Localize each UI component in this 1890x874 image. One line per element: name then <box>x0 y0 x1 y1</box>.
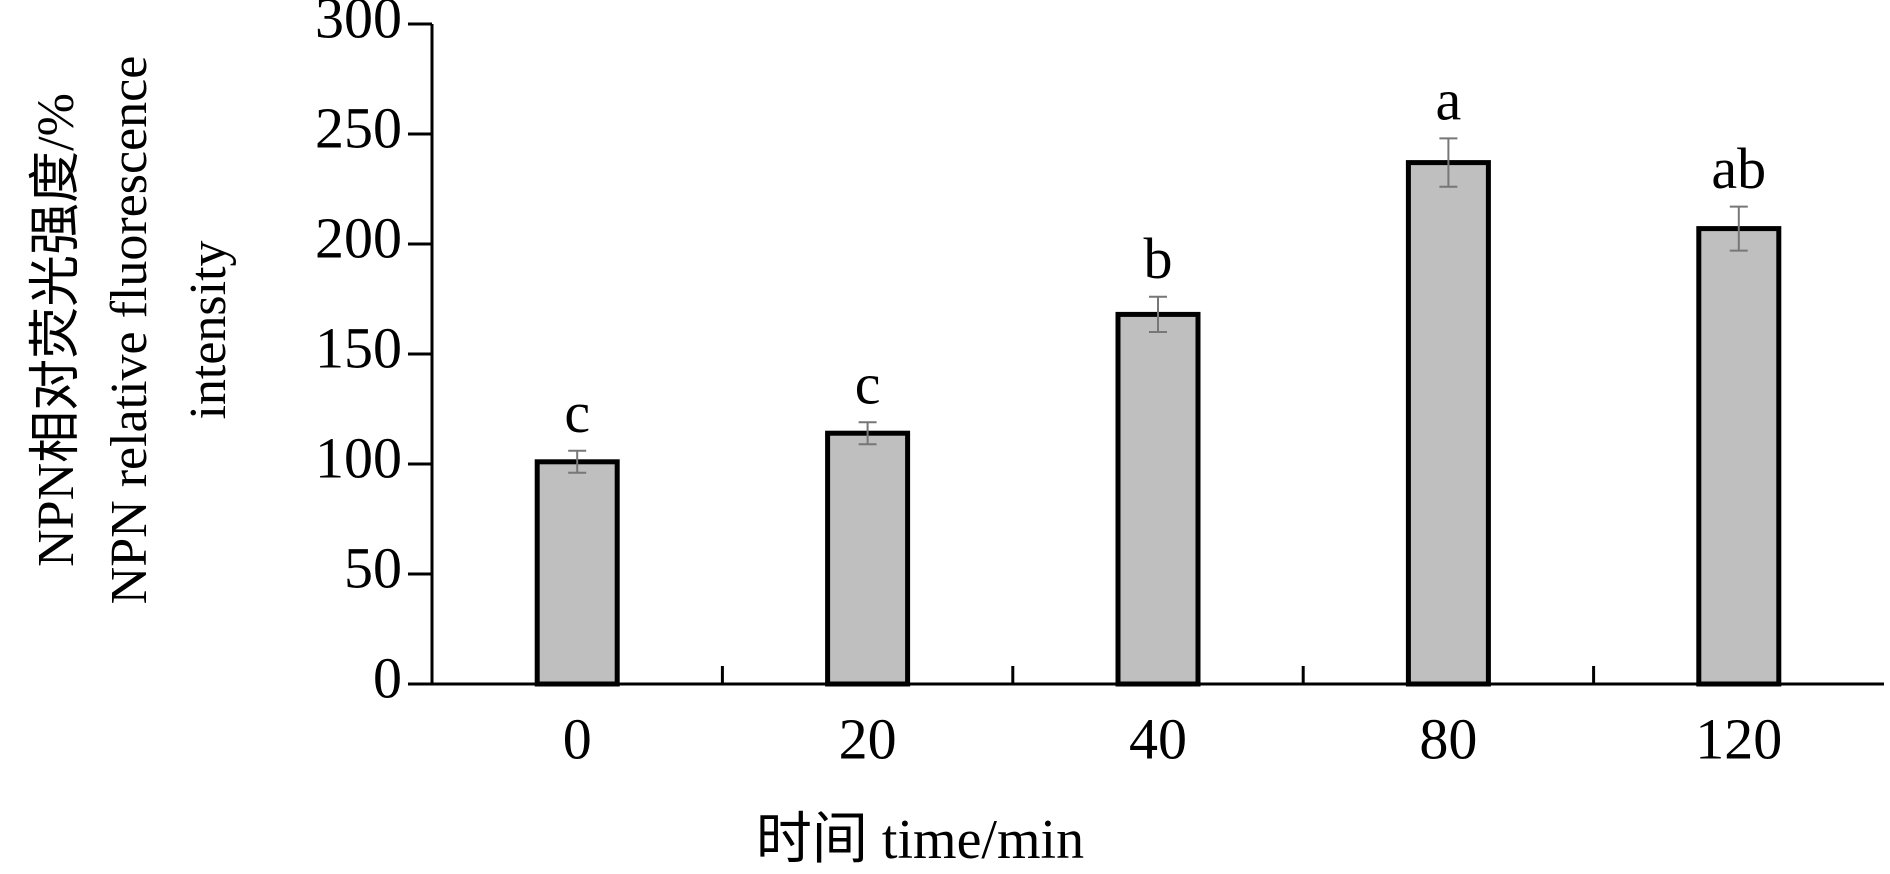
y-axis-label: NPN相对荧光强度/% NPN relative fluorescence in… <box>28 56 237 605</box>
bar <box>1115 311 1201 687</box>
y-tick-label: 0 <box>373 645 402 710</box>
x-tick-label: 40 <box>1129 706 1187 771</box>
significance-label: c <box>855 352 881 417</box>
y-tick-label: 300 <box>315 0 402 50</box>
bar <box>825 430 911 687</box>
y-axis-label-line: intensity <box>180 240 237 419</box>
x-tick-label: 0 <box>563 706 592 771</box>
x-tick-label: 20 <box>839 706 897 771</box>
significance-label: ab <box>1711 136 1766 201</box>
significance-label: c <box>564 380 590 445</box>
significance-label: b <box>1144 226 1173 291</box>
y-tick-label: 200 <box>315 205 402 270</box>
bar <box>1405 160 1491 687</box>
y-axis-label-line: NPN相对荧光强度/% <box>28 93 85 567</box>
x-axis-label: 时间 time/min <box>756 809 1084 871</box>
x-tick-label: 120 <box>1695 706 1782 771</box>
significance-label: a <box>1436 68 1462 133</box>
y-axis-label-line: NPN relative fluorescence <box>101 56 158 605</box>
bar <box>1696 226 1782 687</box>
x-tick-label: 80 <box>1419 706 1477 771</box>
y-tick-label: 250 <box>315 95 402 160</box>
bar <box>534 459 620 687</box>
y-tick-label: 50 <box>344 535 402 600</box>
y-tick-label: 100 <box>315 425 402 490</box>
y-tick-label: 150 <box>315 315 402 380</box>
